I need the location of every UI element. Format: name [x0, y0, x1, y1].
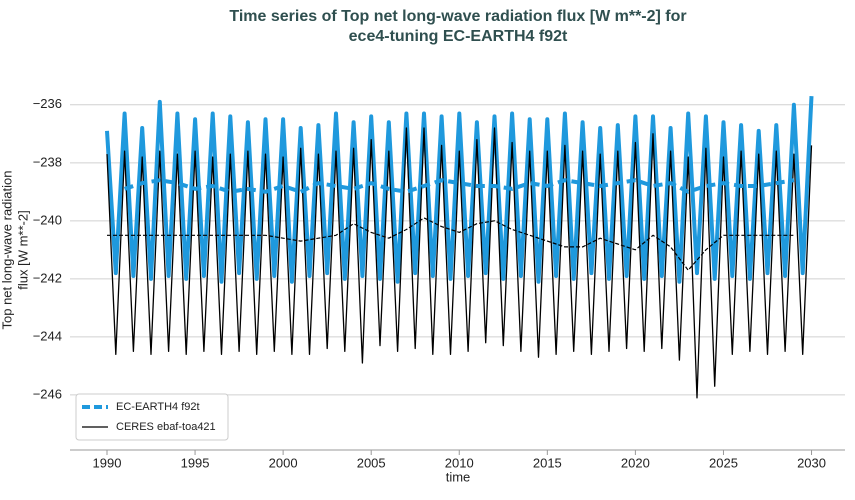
series-line: [107, 217, 794, 271]
x-tick-label: 2010: [445, 455, 474, 470]
legend-box: [75, 393, 229, 441]
x-tick-label: 2000: [269, 455, 298, 470]
y-axis-label: flux [W m**-2]: [15, 210, 30, 289]
x-tick-label: 2030: [797, 455, 826, 470]
y-tick-label: −242: [33, 270, 62, 285]
series-line: [106, 127, 813, 399]
y-axis-label: Top net long-wave radiation: [0, 171, 14, 330]
series-line: [123, 178, 795, 194]
chart-title: ece4-tuning EC-EARTH4 f92t: [349, 28, 568, 45]
y-tick-label: −244: [33, 328, 62, 343]
x-tick-label: 2020: [621, 455, 650, 470]
x-tick-label: 2015: [533, 455, 562, 470]
x-axis-label: time: [446, 469, 471, 484]
chart-title: Time series of Top net long-wave radiati…: [229, 8, 686, 25]
x-tick-label: 1995: [181, 455, 210, 470]
y-tick-label: −246: [33, 386, 62, 401]
legend-label: CERES ebaf-toa421: [116, 421, 216, 433]
legend-label: EC-EARTH4 f92t: [116, 401, 200, 413]
x-tick-label: 2005: [357, 455, 386, 470]
x-tick-label: 1990: [93, 455, 122, 470]
y-tick-label: −238: [33, 154, 62, 169]
series-line: [105, 96, 814, 284]
x-tick-label: 2025: [709, 455, 738, 470]
y-tick-label: −240: [33, 212, 62, 227]
y-tick-label: −236: [33, 96, 62, 111]
